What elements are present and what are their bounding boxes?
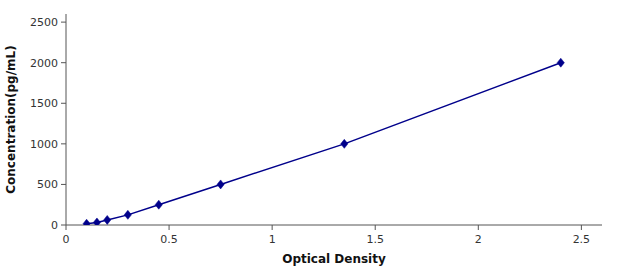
x-tick-label: 2.5 [573,233,591,246]
data-point [124,210,131,219]
data-point [104,215,111,224]
y-axis-label: Concentration(pg/mL) [4,45,18,193]
x-tick-label: 1 [269,233,276,246]
y-tick [61,225,66,226]
x-axis-label: Optical Density [282,252,386,266]
y-tick-label: 2500 [30,16,58,29]
data-point [155,200,162,209]
x-tick-label: 0.5 [160,233,178,246]
x-tick [66,225,67,230]
x-tick [581,225,582,230]
x-tick [272,225,273,230]
data-point [557,58,564,67]
data-group [83,58,564,225]
y-tick-label: 0 [51,219,58,232]
x-tick [375,225,376,230]
data-point [217,180,224,189]
chart-svg: 0 0.5 1 1.5 2 2.5 0 500 1000 1500 2000 2500 Optical … [0,0,618,271]
y-tick-label: 2000 [30,57,58,70]
axes: 0 0.5 1 1.5 2 2.5 0 500 1000 1500 2000 2500 [30,14,602,246]
x-tick-label: 2 [475,233,482,246]
x-axis-line [66,225,602,226]
x-tick [478,225,479,230]
data-line [87,63,561,224]
y-tick-label: 1000 [30,138,58,151]
y-tick-label: 500 [37,178,58,191]
y-tick [61,184,66,185]
y-tick [61,62,66,63]
x-tick [169,225,170,230]
y-tick [61,143,66,144]
x-tick-label: 0 [63,233,70,246]
y-tick [61,103,66,104]
chart-container: 0 0.5 1 1.5 2 2.5 0 500 1000 1500 2000 2500 Optical … [0,0,618,271]
x-tick-label: 1.5 [366,233,384,246]
data-point [93,218,100,225]
data-point [83,219,90,225]
y-tick [61,22,66,23]
data-point [341,139,348,148]
y-axis-line [66,14,67,225]
y-tick-label: 1500 [30,97,58,110]
